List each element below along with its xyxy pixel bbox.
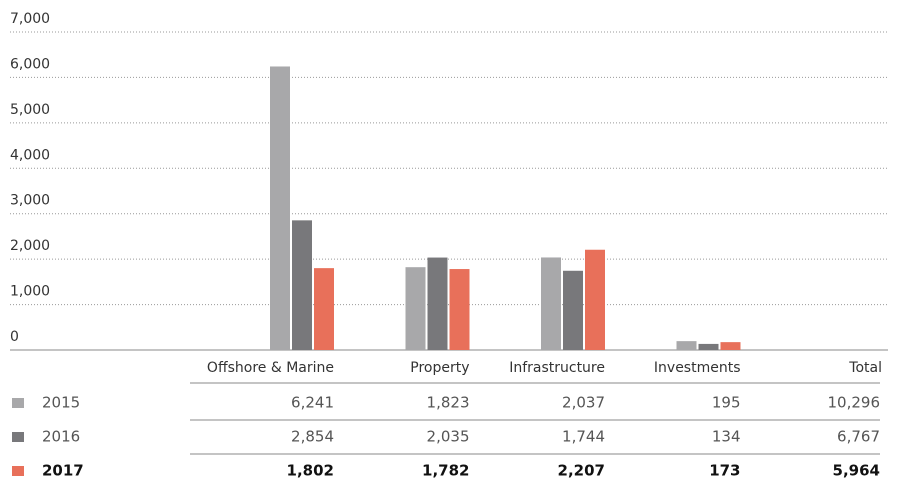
x-tick-label: Infrastructure <box>509 360 605 376</box>
bar <box>563 270 583 350</box>
table-value: 134 <box>712 428 741 446</box>
y-tick-label: 5,000 <box>10 102 50 118</box>
table-value: 173 <box>709 462 740 480</box>
y-tick-label: 4,000 <box>10 147 50 163</box>
table-value: 1,744 <box>562 428 605 446</box>
bar <box>698 343 719 350</box>
x-tick-label: Investments <box>654 360 741 376</box>
x-tick-label: Property <box>410 360 469 376</box>
table-value: 2,854 <box>291 428 334 446</box>
bar <box>676 341 697 350</box>
bar <box>427 257 448 350</box>
bar <box>292 220 312 350</box>
legend-label: 2016 <box>42 428 80 446</box>
y-tick-label: 7,000 <box>10 11 50 27</box>
table-value: 6,241 <box>291 394 334 412</box>
y-tick-label: 0 <box>10 329 19 345</box>
table-value: 2,207 <box>558 462 605 480</box>
bar <box>541 257 561 350</box>
legend-swatch <box>12 432 24 442</box>
bar <box>405 267 426 350</box>
table-total: 6,767 <box>837 428 880 446</box>
table-total: 10,296 <box>828 394 881 412</box>
bar <box>314 268 334 350</box>
y-tick-label: 3,000 <box>10 193 50 209</box>
table-value: 1,802 <box>287 462 334 480</box>
legend-label: 2015 <box>42 394 80 412</box>
legend-swatch <box>12 466 24 476</box>
table-total: 5,964 <box>833 462 880 480</box>
x-tick-label: Offshore & Marine <box>207 360 334 376</box>
legend-swatch <box>12 398 24 408</box>
table-value: 1,782 <box>422 462 469 480</box>
bar <box>449 269 470 350</box>
table-value: 1,823 <box>427 394 470 412</box>
x-tick-label: Total <box>848 360 882 376</box>
table-value: 2,035 <box>427 428 470 446</box>
y-tick-label: 2,000 <box>10 238 50 254</box>
table-value: 195 <box>712 394 741 412</box>
bar <box>585 249 605 350</box>
y-tick-label: 1,000 <box>10 284 50 300</box>
legend-label: 2017 <box>42 462 84 480</box>
bar <box>720 342 741 350</box>
y-tick-label: 6,000 <box>10 56 50 72</box>
bar <box>270 66 290 350</box>
table-value: 2,037 <box>562 394 605 412</box>
